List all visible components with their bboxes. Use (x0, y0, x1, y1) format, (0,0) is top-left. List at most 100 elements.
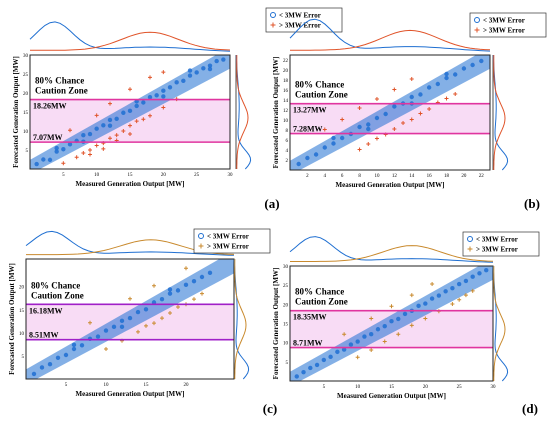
point-high-error (430, 282, 435, 287)
point-high-error (392, 127, 397, 131)
point-high-error (392, 87, 397, 92)
point-high-error (161, 70, 166, 75)
y-tick-label: 25 (23, 73, 29, 78)
point-high-error (128, 123, 132, 128)
x-tick-label: 10 (94, 173, 100, 178)
zone-upper-label: 18.26MW (33, 102, 67, 111)
plot-frame (289, 54, 491, 171)
point-low-error (154, 93, 159, 98)
y-tick-label: 20 (283, 303, 289, 308)
y-tick-label: 30 (283, 265, 289, 270)
point-low-error (103, 328, 109, 333)
point-high-error (94, 143, 99, 148)
x-axis-label: Measured Generation Output [MW] (336, 181, 445, 189)
scatter-density-band (290, 266, 493, 381)
point-low-error (429, 296, 435, 301)
point-high-error (369, 347, 374, 352)
y-tick-label: 5 (286, 361, 289, 366)
point-high-error (168, 311, 172, 315)
point-high-error (409, 77, 414, 81)
point-high-error (128, 132, 132, 137)
point-low-error (81, 132, 86, 138)
point-low-error (369, 332, 374, 337)
right-density-low-error (233, 258, 250, 380)
panel-label: (d) (522, 401, 538, 416)
x-tick-label: 4 (324, 174, 327, 179)
point-low-error (392, 104, 397, 109)
point-high-error (88, 148, 92, 152)
point-high-error (200, 291, 204, 296)
point-low-error (191, 278, 197, 284)
point-high-error (453, 92, 458, 96)
point-high-error (160, 316, 164, 321)
series-high-error (322, 77, 458, 152)
point-low-error (47, 362, 53, 367)
point-low-error (402, 311, 408, 317)
point-low-error (121, 110, 126, 115)
x-tick-label: 20 (184, 383, 190, 388)
point-high-error (366, 142, 371, 146)
point-low-error (207, 63, 213, 68)
point-low-error (348, 342, 354, 347)
top-density-high-error (30, 31, 231, 51)
legend-marker-low-error (467, 236, 473, 242)
right-density-low-error (492, 54, 509, 171)
point-low-error (305, 155, 310, 161)
point-low-error (87, 131, 93, 137)
point-low-error (161, 94, 166, 99)
point-low-error (207, 270, 213, 276)
series-high-error (342, 282, 475, 360)
point-low-error (355, 339, 360, 344)
point-low-error (436, 293, 442, 298)
point-low-error (161, 88, 166, 93)
point-low-error (101, 123, 106, 128)
top-density-high-error (290, 29, 491, 51)
panel-label: (a) (264, 196, 279, 211)
y-tick-label: 20 (19, 286, 25, 291)
point-low-error (167, 287, 173, 292)
plot-frame (29, 54, 231, 170)
y-tick-label: 10 (19, 332, 25, 337)
y-tick-label: 8 (286, 129, 289, 134)
y-axis-label: Forecasted Generation Output [MW] (272, 268, 280, 380)
x-tick-label: 14 (409, 174, 415, 179)
point-high-error (152, 283, 156, 288)
legend-marker-low-error (474, 17, 480, 23)
x-tick-label: 10 (374, 174, 380, 179)
point-high-error (152, 321, 156, 326)
point-low-error (207, 66, 213, 72)
zone-lower-label: 8.51MW (29, 331, 59, 340)
y-tick-label: 15 (23, 111, 29, 116)
panel-label: (c) (263, 401, 277, 416)
point-low-error (159, 296, 165, 302)
legend-marker-low-error (198, 233, 204, 239)
y-tick-label: 15 (19, 309, 25, 314)
point-low-error (321, 357, 327, 363)
x-tick-label: 20 (423, 385, 429, 390)
point-low-error (341, 347, 347, 352)
point-high-error (148, 75, 152, 80)
point-low-error (111, 324, 117, 330)
right-density-high-error (493, 266, 506, 381)
point-high-error (101, 146, 106, 151)
scatter-cloud (30, 55, 230, 169)
right-density-high-error (234, 259, 247, 379)
x-tick-label: 15 (128, 173, 134, 178)
point-low-error (357, 124, 362, 130)
point-high-error (374, 136, 379, 141)
point-high-error (128, 296, 132, 301)
point-low-error (416, 303, 421, 309)
x-tick-label: 12 (392, 174, 398, 179)
x-tick-label: 25 (194, 173, 200, 178)
point-high-error (61, 161, 66, 166)
series-high-error (88, 266, 204, 351)
point-low-error (79, 343, 85, 348)
point-low-error (470, 274, 475, 279)
point-low-error (119, 318, 125, 324)
point-low-error (308, 365, 313, 371)
point-low-error (55, 355, 61, 360)
legend-label-low-error: < 3MW Error (279, 12, 321, 20)
point-low-error (383, 111, 388, 117)
legend-label-high-error: > 3MW Error (483, 27, 525, 35)
point-high-error (68, 128, 72, 133)
